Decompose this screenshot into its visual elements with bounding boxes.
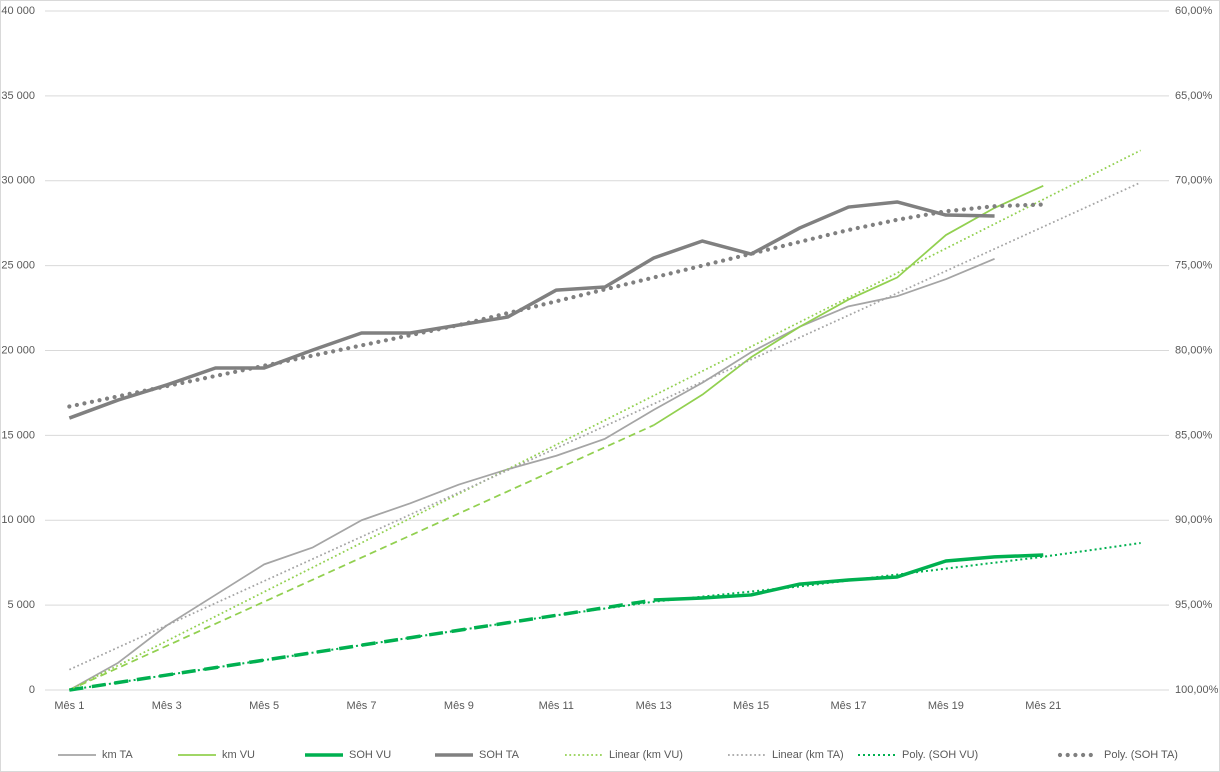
legend-label: Linear (km TA) — [772, 749, 844, 761]
x-tick-label: Mês 5 — [249, 700, 279, 712]
x-tick-label: Mês 7 — [347, 700, 377, 712]
series-line — [67, 202, 1046, 409]
legend-label: Poly. (SOH VU) — [902, 749, 978, 761]
legend-label: Poly. (SOH TA) — [1104, 749, 1178, 761]
y2-tick-label: 85,00% — [1175, 429, 1213, 441]
y-tick-label: 25 000 — [1, 260, 35, 272]
y2-tick-label: 100,00% — [1175, 684, 1219, 696]
y-tick-label: 30 000 — [1, 175, 35, 187]
x-tick-label: Mês 15 — [733, 700, 769, 712]
y2-tick-label: 80,00% — [1175, 344, 1213, 356]
y-tick-label: 40 000 — [1, 5, 35, 17]
series-line — [69, 598, 654, 692]
x-tick-label: Mês 9 — [444, 700, 474, 712]
legend-label: km TA — [102, 749, 133, 761]
y-tick-label: 15 000 — [1, 429, 35, 441]
y-tick-label: 5 000 — [7, 599, 35, 611]
series-line — [68, 424, 655, 691]
x-tick-label: Mês 13 — [636, 700, 672, 712]
legend-label: SOH TA — [479, 749, 520, 761]
y-tick-label: 20 000 — [1, 344, 35, 356]
series-line — [69, 542, 1141, 691]
series-line — [68, 181, 1142, 671]
y2-tick-label: 90,00% — [1175, 514, 1213, 526]
x-tick-label: Mês 11 — [539, 700, 574, 712]
y-tick-label: 10 000 — [1, 514, 35, 526]
x-tick-label: Mês 1 — [54, 700, 84, 712]
legend-label: km VU — [222, 749, 255, 761]
x-tick-label: Mês 21 — [1025, 700, 1061, 712]
series-line — [68, 200, 995, 420]
legend-label: Linear (km VU) — [609, 749, 683, 761]
y2-tick-label: 60,00% — [1175, 5, 1213, 17]
y2-tick-label: 65,00% — [1175, 90, 1213, 102]
y2-tick-label: 70,00% — [1175, 175, 1213, 187]
series-line — [68, 149, 1142, 691]
series-line — [68, 258, 995, 691]
x-tick-label: Mês 19 — [928, 700, 964, 712]
x-tick-label: Mês 3 — [152, 700, 182, 712]
y-tick-label: 0 — [29, 684, 35, 696]
legend-label: SOH VU — [349, 749, 391, 761]
y2-tick-label: 95,00% — [1175, 599, 1213, 611]
y2-tick-label: 75,00% — [1175, 260, 1213, 272]
x-tick-label: Mês 17 — [830, 700, 866, 712]
y-tick-label: 35 000 — [1, 90, 35, 102]
